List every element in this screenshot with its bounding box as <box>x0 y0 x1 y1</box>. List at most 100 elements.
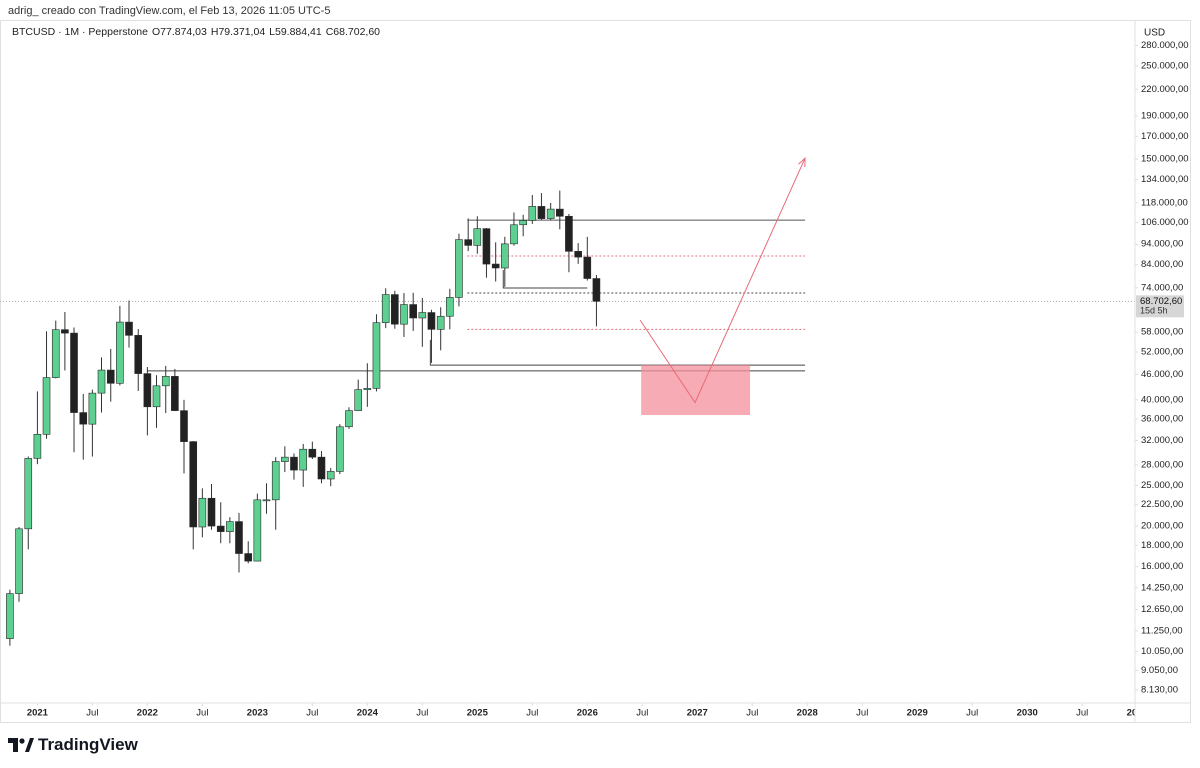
y-tick-label: 134.000,00 <box>1141 174 1189 185</box>
candle-body <box>116 321 124 384</box>
candle-body <box>400 304 408 325</box>
y-tick-label: 94.000,00 <box>1141 239 1183 250</box>
candle-body <box>161 376 170 387</box>
y-tick-label: 14.250,00 <box>1141 582 1183 593</box>
x-tick-label: Jul <box>966 708 978 719</box>
candle-body <box>436 315 445 330</box>
candle-body <box>391 294 399 325</box>
logo: TradingView <box>8 735 138 755</box>
candle-body <box>180 410 188 442</box>
candle-body <box>446 297 454 317</box>
y-tick-label: 18.000,00 <box>1141 540 1183 551</box>
candle-body <box>33 434 42 459</box>
y-tick-label: 12.650,00 <box>1141 604 1183 615</box>
candle-body <box>473 228 482 246</box>
y-tick-label: 8.130,00 <box>1141 685 1178 696</box>
countdown: 15d 5h <box>1140 306 1168 316</box>
zone-rect <box>641 365 751 416</box>
x-tick-label: Jul <box>1076 708 1088 719</box>
candle-body <box>6 593 14 639</box>
candle-body <box>381 294 390 323</box>
level-line <box>429 339 806 366</box>
y-tick-label: 11.250,00 <box>1141 625 1183 636</box>
candle-body <box>565 215 573 252</box>
candle-body <box>79 412 88 425</box>
last-price-box <box>1136 295 1184 318</box>
x-tick-label: 2028 <box>797 708 818 719</box>
candle-body <box>528 206 537 221</box>
candle-body <box>226 521 234 532</box>
y-tick-label: 10.050,00 <box>1141 646 1183 657</box>
candle-body <box>418 312 427 319</box>
x-tick-label: 2021 <box>27 708 49 719</box>
logo-icon <box>8 738 34 752</box>
candle-body <box>491 263 500 269</box>
caption: adrig_ creado con TradingView.com, el Fe… <box>8 5 331 17</box>
candle-body <box>427 312 436 330</box>
candle-body <box>409 304 417 319</box>
logo-text: TradingView <box>38 735 138 754</box>
chart-frame <box>0 20 1191 723</box>
x-tick-label: 2029 <box>907 708 928 719</box>
arrow-path <box>639 157 806 404</box>
candle-body <box>336 426 344 472</box>
ohlc-close: C68.702,60 <box>325 26 381 38</box>
candle-body <box>198 497 207 528</box>
x-tick-label: Jul <box>526 708 538 719</box>
y-tick-label: 220.000,00 <box>1141 84 1189 95</box>
candle-body <box>299 448 308 471</box>
candle-body <box>326 471 335 480</box>
x-tick-label: 2030 <box>1017 708 1038 719</box>
candle-body <box>556 208 564 217</box>
candle-body <box>235 521 243 554</box>
y-tick-label: 170.000,00 <box>1141 131 1189 142</box>
candle-body <box>244 553 253 562</box>
candle-body <box>537 206 546 219</box>
y-tick-label: 16.000,00 <box>1141 561 1183 572</box>
y-tick-label: 20.000,00 <box>1141 521 1183 532</box>
x-tick-label: 2026 <box>577 708 598 719</box>
candle-body <box>42 377 51 435</box>
x-tick-label: 2024 <box>357 708 379 719</box>
ohlc-low: L59.884,41 <box>269 26 322 38</box>
candle-body <box>152 385 161 408</box>
candle-body <box>363 388 372 390</box>
symbol: BTCUSD · 1M · Pepperstone <box>12 26 148 38</box>
y-tick-label: 46.000,00 <box>1141 369 1183 380</box>
y-tick-label: 22.500,00 <box>1141 499 1183 510</box>
candle-body <box>106 369 115 384</box>
candle-body <box>501 243 509 269</box>
arrow-head <box>798 156 806 168</box>
candle-body <box>510 224 518 245</box>
y-tick-label: 190.000,00 <box>1141 111 1189 122</box>
x-tick-label: 2022 <box>137 708 158 719</box>
y-tick-label: 40.000,00 <box>1141 394 1183 405</box>
y-tick-label: 28.000,00 <box>1141 459 1183 470</box>
candle-body <box>354 389 363 411</box>
currency: USD <box>1144 28 1165 39</box>
x-tick-label: Jul <box>306 708 318 719</box>
candle-body <box>143 373 152 408</box>
candle-body <box>519 220 527 226</box>
candle-body <box>271 461 280 501</box>
x-tick-label: Jul <box>86 708 98 719</box>
candle-body <box>482 228 491 265</box>
y-tick-label: 150.000,00 <box>1141 154 1189 165</box>
x-tick-label: Jul <box>746 708 758 719</box>
candle-body <box>345 410 353 428</box>
y-tick-label: 118.000,00 <box>1141 197 1188 208</box>
y-tick-label: 84.000,00 <box>1141 259 1183 270</box>
y-tick-label: 106.000,00 <box>1141 217 1189 228</box>
candle-body <box>15 528 23 594</box>
x-tick-label: Jul <box>416 708 428 719</box>
candle-body <box>171 376 179 411</box>
candle-body <box>262 499 271 502</box>
y-tick-label: 9.050,00 <box>1141 665 1178 676</box>
x-tick-label: 2027 <box>687 708 708 719</box>
candle-body <box>583 256 592 279</box>
candle-body <box>253 499 262 562</box>
symbol-legend: BTCUSD · 1M · Pepperstone O77.874,03 H79… <box>12 26 380 38</box>
ohlc-open: O77.874,03 <box>151 26 207 38</box>
